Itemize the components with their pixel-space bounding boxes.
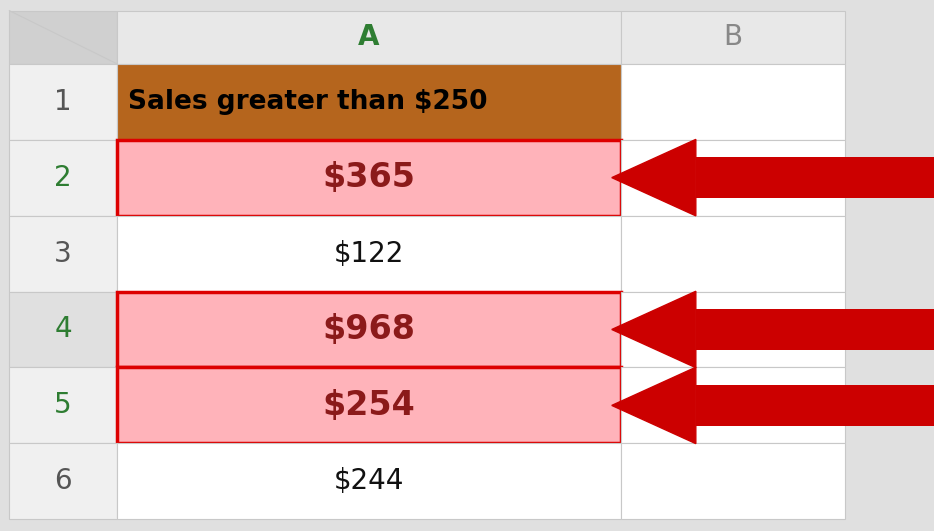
Text: $122: $122 [333, 239, 404, 268]
Bar [696, 386, 934, 426]
Bar [9, 367, 117, 443]
Bar [621, 443, 845, 519]
Polygon shape [612, 140, 696, 216]
Text: 5: 5 [54, 391, 72, 419]
Bar [9, 64, 117, 140]
Text: $365: $365 [322, 161, 416, 194]
Text: A: A [358, 23, 380, 51]
Bar [117, 140, 621, 216]
Bar [117, 292, 621, 367]
Bar [117, 443, 621, 519]
Text: $254: $254 [322, 389, 416, 422]
Bar [9, 140, 117, 216]
Bar [9, 11, 117, 64]
Bar [621, 216, 845, 292]
Text: 6: 6 [54, 467, 72, 495]
Bar [9, 443, 117, 519]
Bar [621, 292, 845, 367]
Bar [117, 216, 621, 292]
Polygon shape [612, 291, 696, 367]
Bar [696, 309, 934, 349]
Bar [621, 64, 845, 140]
Bar [9, 216, 117, 292]
Bar [117, 64, 621, 140]
Text: 1: 1 [54, 88, 72, 116]
Bar [9, 292, 117, 367]
Bar [621, 11, 845, 64]
Bar [117, 11, 621, 64]
Text: $968: $968 [322, 313, 416, 346]
Polygon shape [612, 367, 696, 443]
Bar [621, 367, 845, 443]
Text: $244: $244 [333, 467, 404, 495]
Text: Sales greater than $250: Sales greater than $250 [128, 89, 488, 115]
Bar [696, 158, 934, 198]
Text: 4: 4 [54, 315, 72, 344]
Bar [621, 140, 845, 216]
Text: 2: 2 [54, 164, 72, 192]
Text: B: B [724, 23, 743, 51]
Text: 3: 3 [54, 239, 72, 268]
Bar [117, 367, 621, 443]
